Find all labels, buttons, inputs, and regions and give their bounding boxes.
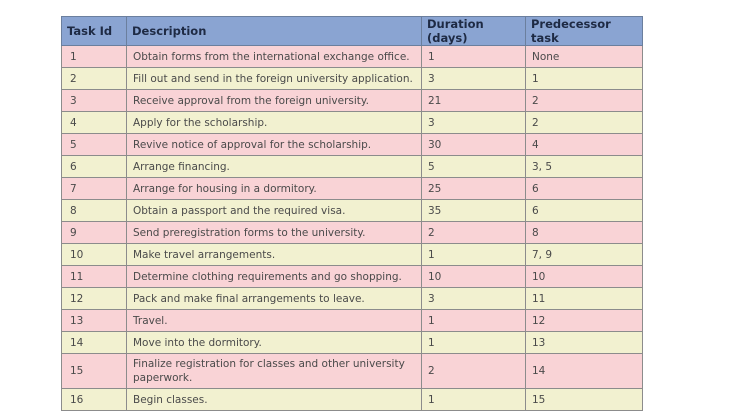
cell-description: Determine clothing requirements and go s… [126, 265, 422, 288]
table-row: 4 Apply for the scholarship. 3 2 [61, 111, 643, 134]
cell-description: Fill out and send in the foreign univers… [126, 67, 422, 90]
table-header-row: Task Id Description Duration (days) Pred… [61, 16, 643, 46]
table-row: 3 Receive approval from the foreign univ… [61, 89, 643, 112]
cell-task-id: 5 [61, 133, 127, 156]
cell-task-id: 1 [61, 45, 127, 68]
cell-task-id: 13 [61, 309, 127, 332]
table-row: 12 Pack and make final arrangements to l… [61, 287, 643, 310]
cell-description: Finalize registration for classes and ot… [126, 353, 422, 389]
cell-description: Obtain forms from the international exch… [126, 45, 422, 68]
cell-description: Make travel arrangements. [126, 243, 422, 266]
cell-description: Receive approval from the foreign univer… [126, 89, 422, 112]
cell-task-id: 10 [61, 243, 127, 266]
table-row: 10 Make travel arrangements. 1 7, 9 [61, 243, 643, 266]
cell-predecessor: 6 [525, 199, 643, 222]
table-row: 2 Fill out and send in the foreign unive… [61, 67, 643, 90]
cell-predecessor: 3, 5 [525, 155, 643, 178]
cell-duration: 21 [421, 89, 526, 112]
cell-predecessor: 11 [525, 287, 643, 310]
cell-duration: 3 [421, 111, 526, 134]
cell-description: Begin classes. [126, 388, 422, 411]
table-row: 1 Obtain forms from the international ex… [61, 45, 643, 68]
cell-task-id: 6 [61, 155, 127, 178]
header-task-id: Task Id [61, 16, 127, 46]
cell-description: Send preregistration forms to the univer… [126, 221, 422, 244]
cell-task-id: 12 [61, 287, 127, 310]
table-row: 16 Begin classes. 1 15 [61, 388, 643, 411]
cell-predecessor: 2 [525, 89, 643, 112]
cell-duration: 10 [421, 265, 526, 288]
task-table: Task Id Description Duration (days) Pred… [61, 16, 643, 411]
cell-task-id: 2 [61, 67, 127, 90]
table-row: 14 Move into the dormitory. 1 13 [61, 331, 643, 354]
cell-description: Pack and make final arrangements to leav… [126, 287, 422, 310]
cell-description: Revive notice of approval for the schola… [126, 133, 422, 156]
cell-predecessor: 15 [525, 388, 643, 411]
cell-predecessor: 6 [525, 177, 643, 200]
cell-duration: 1 [421, 45, 526, 68]
table-row: 13 Travel. 1 12 [61, 309, 643, 332]
cell-predecessor: 7, 9 [525, 243, 643, 266]
cell-predecessor: 12 [525, 309, 643, 332]
table-row: 15 Finalize registration for classes and… [61, 353, 643, 389]
cell-duration: 25 [421, 177, 526, 200]
cell-predecessor: 1 [525, 67, 643, 90]
cell-predecessor: 8 [525, 221, 643, 244]
cell-duration: 5 [421, 155, 526, 178]
cell-description: Arrange financing. [126, 155, 422, 178]
cell-task-id: 16 [61, 388, 127, 411]
header-description: Description [126, 16, 422, 46]
cell-predecessor: 4 [525, 133, 643, 156]
cell-duration: 2 [421, 221, 526, 244]
table-row: 6 Arrange financing. 5 3, 5 [61, 155, 643, 178]
cell-task-id: 9 [61, 221, 127, 244]
header-duration: Duration (days) [421, 16, 526, 46]
cell-predecessor: 2 [525, 111, 643, 134]
cell-duration: 1 [421, 331, 526, 354]
table-row: 5 Revive notice of approval for the scho… [61, 133, 643, 156]
cell-duration: 2 [421, 353, 526, 389]
cell-predecessor: 13 [525, 331, 643, 354]
cell-task-id: 15 [61, 353, 127, 389]
cell-task-id: 3 [61, 89, 127, 112]
cell-predecessor: 10 [525, 265, 643, 288]
cell-description: Apply for the scholarship. [126, 111, 422, 134]
cell-predecessor: 14 [525, 353, 643, 389]
cell-description: Move into the dormitory. [126, 331, 422, 354]
cell-duration: 1 [421, 309, 526, 332]
cell-task-id: 8 [61, 199, 127, 222]
table-row: 11 Determine clothing requirements and g… [61, 265, 643, 288]
cell-duration: 1 [421, 243, 526, 266]
cell-duration: 3 [421, 67, 526, 90]
cell-predecessor: None [525, 45, 643, 68]
table-row: 8 Obtain a passport and the required vis… [61, 199, 643, 222]
cell-description: Travel. [126, 309, 422, 332]
cell-duration: 3 [421, 287, 526, 310]
header-predecessor: Predecessor task [525, 16, 643, 46]
cell-description: Arrange for housing in a dormitory. [126, 177, 422, 200]
cell-duration: 30 [421, 133, 526, 156]
cell-task-id: 11 [61, 265, 127, 288]
cell-description: Obtain a passport and the required visa. [126, 199, 422, 222]
task-table-container: Task Id Description Duration (days) Pred… [61, 16, 643, 411]
cell-duration: 35 [421, 199, 526, 222]
cell-task-id: 14 [61, 331, 127, 354]
cell-task-id: 7 [61, 177, 127, 200]
table-row: 9 Send preregistration forms to the univ… [61, 221, 643, 244]
cell-duration: 1 [421, 388, 526, 411]
table-row: 7 Arrange for housing in a dormitory. 25… [61, 177, 643, 200]
cell-task-id: 4 [61, 111, 127, 134]
